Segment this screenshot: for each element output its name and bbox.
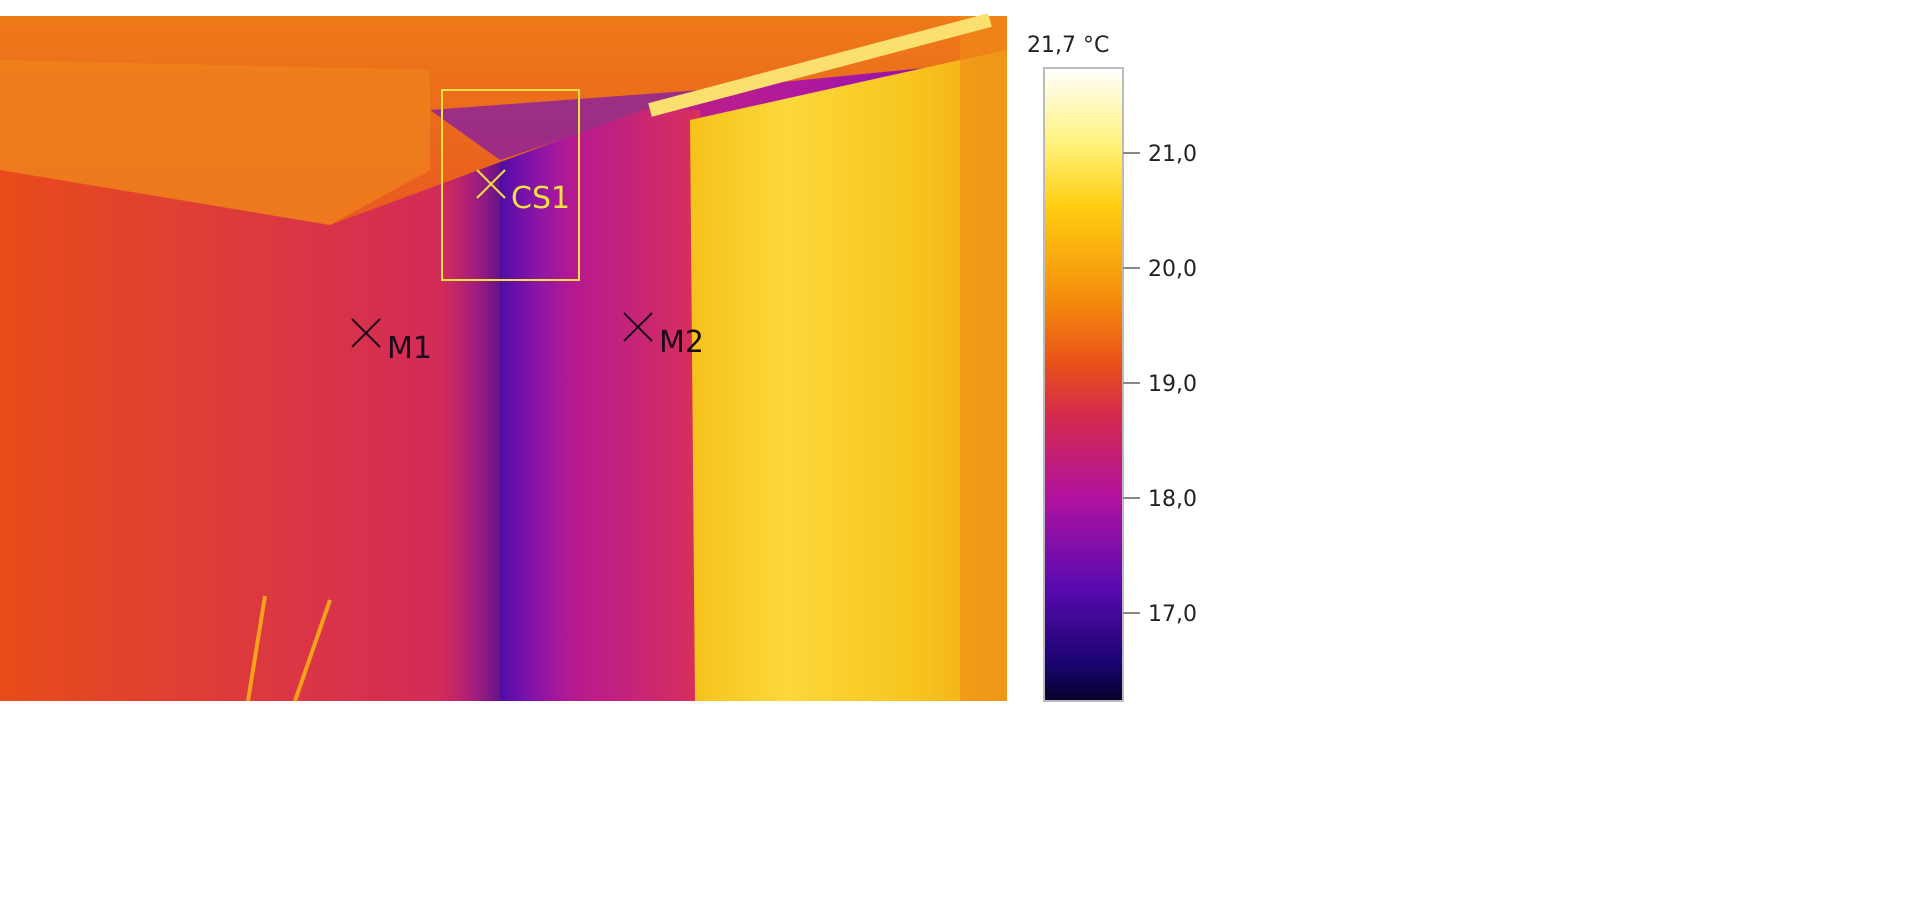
thermal-image (0, 13, 1007, 702)
marker-m2: M2 (623, 312, 704, 360)
marker-m1: M1 (351, 318, 432, 366)
color-scale: 21,7 °C 21,0 20,0 19,0 18,0 17,0 (1027, 33, 1197, 702)
scale-tick-label: 21,0 (1148, 142, 1197, 167)
marker-label: M1 (387, 331, 432, 366)
scale-bar (1043, 67, 1124, 702)
scale-tick-label: 17,0 (1148, 602, 1197, 627)
marker-label: M2 (659, 325, 704, 360)
scale-tick-label: 20,0 (1148, 257, 1197, 282)
scale-tick-label: 19,0 (1148, 372, 1197, 397)
scale-max-label: 21,7 °C (1027, 33, 1109, 58)
marker-cs1: CS1 (441, 89, 580, 281)
marker-label: CS1 (511, 181, 570, 216)
scale-tick-label: 18,0 (1148, 487, 1197, 512)
